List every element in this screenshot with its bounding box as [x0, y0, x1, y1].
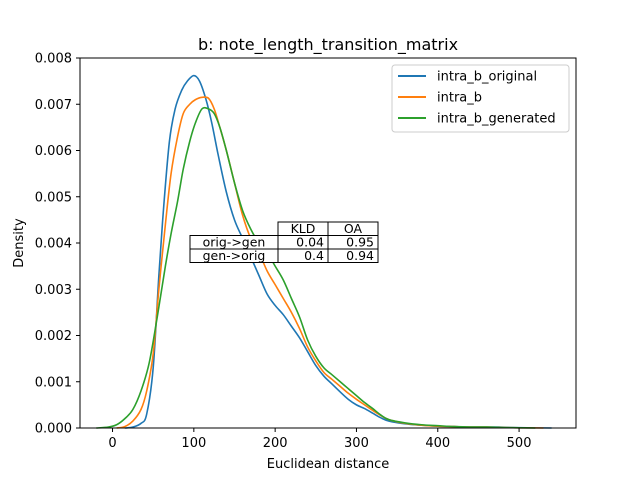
x-tick-label: 300: [344, 436, 369, 451]
y-tick-label: 0.004: [35, 237, 72, 252]
y-tick-label: 0.000: [35, 422, 72, 437]
table-row-label: gen->orig: [203, 248, 266, 263]
table-cell-value: 0.4: [304, 248, 324, 263]
x-axis-label: Euclidean distance: [267, 457, 390, 472]
y-tick-label: 0.005: [35, 190, 72, 205]
stats-table: KLD OA orig->gen 0.04 0.95 gen->orig 0.4 0.94: [189, 221, 379, 263]
legend-box: [391, 64, 570, 133]
table-cell-value: 0.94: [346, 248, 374, 263]
y-tick-label: 0.006: [35, 144, 72, 159]
table-cell-value: 0.95: [346, 235, 374, 250]
legend-label-intra_b_generated: intra_b_generated: [437, 112, 556, 127]
y-tick-label: 0.007: [35, 98, 72, 113]
x-tick-label: 0: [108, 436, 116, 451]
table-header-text: KLD: [291, 221, 316, 236]
y-tick-label: 0.008: [35, 52, 72, 67]
y-tick-label: 0.001: [35, 375, 72, 390]
legend-label-intra_b: intra_b: [437, 91, 482, 106]
table-cell: [327, 248, 379, 263]
legend-label-intra_b_original: intra_b_original: [437, 70, 537, 85]
legend: intra_b_original intra_b intra_b_generated: [391, 64, 570, 133]
x-axis: 0 100 200 300 400 500: [108, 428, 531, 451]
x-tick-label: 500: [507, 436, 532, 451]
table-row-label: orig->gen: [203, 235, 266, 250]
y-tick-label: 0.002: [35, 329, 72, 344]
x-tick-label: 200: [263, 436, 288, 451]
table-cell-value: 0.04: [296, 235, 324, 250]
x-tick-label: 100: [181, 436, 206, 451]
x-tick-label: 400: [425, 436, 450, 451]
y-tick-label: 0.003: [35, 283, 72, 298]
y-axis: 0.000 0.001 0.002 0.003 0.004 0.005 0.006 0.007…: [35, 52, 80, 437]
y-axis-label: Density: [12, 218, 27, 268]
table-header-text: OA: [344, 221, 363, 236]
chart-title: b: note_length_transition_matrix: [198, 35, 458, 55]
